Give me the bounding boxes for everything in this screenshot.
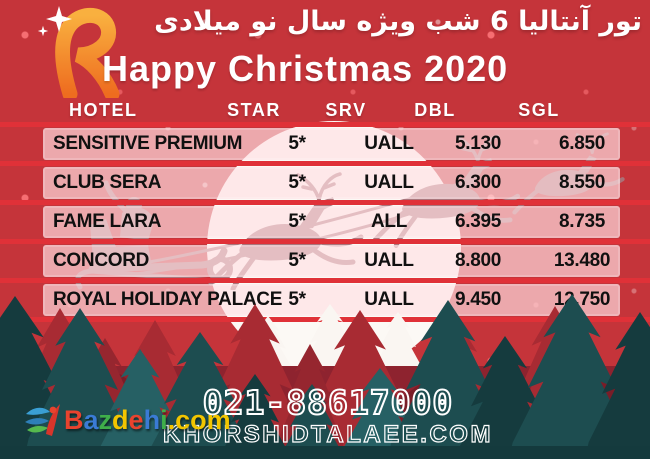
double-price: 9.450 — [454, 289, 502, 310]
hotel-name: SENSITIVE PREMIUM — [53, 133, 243, 154]
phone-number: 021-88617000 — [202, 382, 454, 423]
column-header-dbl: DBL — [414, 100, 456, 120]
bazdehi-wordmark: Bazdehi.com — [64, 404, 231, 435]
table-row: CLUB SERA 5* UALL 6.300 8.550 — [43, 167, 620, 199]
star-sparkle-icon — [37, 6, 72, 37]
bazdehi-logo: Bazdehi.com — [24, 398, 231, 442]
table-row: SENSITIVE PREMIUM 5* UALL 5.130 6.850 — [43, 128, 620, 160]
table-row: ROYAL HOLIDAY PALACE 5* UALL 9.450 12.75… — [43, 284, 620, 316]
double-price: 6.395 — [454, 211, 502, 232]
service-type: UALL — [364, 133, 414, 154]
column-header-star: STAR — [227, 100, 281, 120]
row-divider — [0, 200, 650, 205]
service-type: UALL — [364, 172, 414, 193]
table-header: HOTEL STAR SRV DBL SGL — [0, 97, 650, 123]
column-header-hotel: HOTEL — [69, 100, 138, 120]
hotel-name: CONCORD — [53, 250, 150, 271]
star-rating: 5* — [288, 289, 306, 310]
pine-forest-graphic — [0, 294, 650, 459]
column-header-srv: SRV — [325, 100, 367, 120]
hotel-name: CLUB SERA — [53, 172, 162, 193]
hotel-name: FAME LARA — [53, 211, 162, 232]
star-rating: 5* — [288, 172, 306, 193]
row-divider — [0, 239, 650, 244]
single-price: 6.850 — [558, 133, 606, 154]
double-price: 6.300 — [454, 172, 502, 193]
single-price: 8.735 — [558, 211, 606, 232]
star-rating: 5* — [288, 211, 306, 232]
service-type: ALL — [370, 211, 408, 232]
row-divider — [0, 161, 650, 166]
persian-tour-title: تور آنتالیا 6 شب ویژه سال نو میلادی — [154, 6, 642, 37]
ribbon-r-logo — [37, 6, 120, 98]
double-price: 8.800 — [454, 250, 502, 271]
website-url: KHORSHIDTALAEE.COM — [162, 420, 493, 448]
double-price: 5.130 — [454, 133, 502, 154]
single-price: 8.550 — [558, 172, 606, 193]
single-price: 13.480 — [553, 250, 611, 271]
bazdehi-bird-icon — [25, 404, 60, 436]
star-rating: 5* — [288, 250, 306, 271]
column-header-sgl: SGL — [518, 100, 560, 120]
english-headline: Happy Christmas 2020 — [102, 48, 509, 89]
table-row: FAME LARA 5* ALL 6.395 8.735 — [43, 206, 620, 238]
service-type: UALL — [364, 289, 414, 310]
table-row: CONCORD 5* UALL 8.800 13.480 — [43, 245, 620, 277]
service-type: UALL — [364, 250, 414, 271]
row-divider — [0, 278, 650, 283]
row-divider — [0, 122, 650, 127]
star-rating: 5* — [288, 133, 306, 154]
hotel-name: ROYAL HOLIDAY PALACE — [53, 289, 283, 310]
